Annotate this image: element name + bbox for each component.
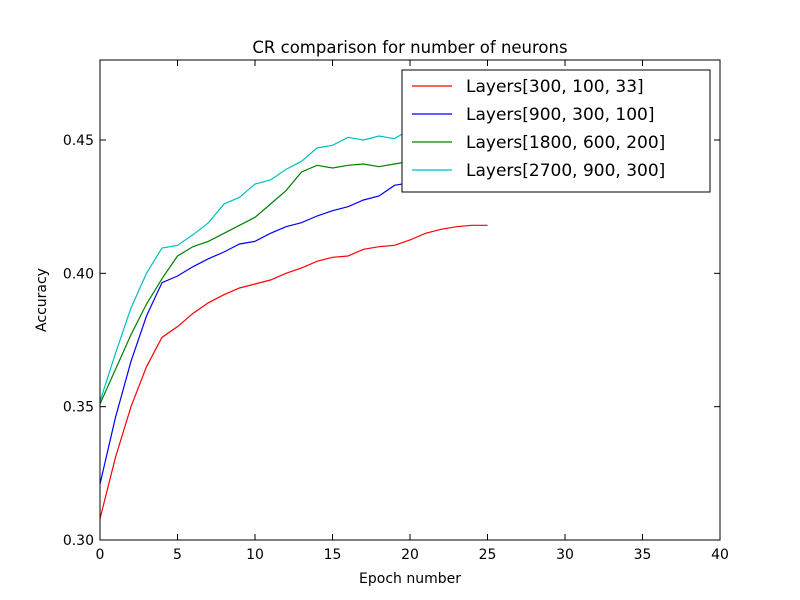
x-tick-label: 0 (96, 547, 105, 563)
series-line-1 (100, 224, 488, 519)
x-tick-label: 5 (173, 547, 182, 563)
legend-entries: Layers[300, 100, 33] Layers[900, 300, 100… (412, 77, 665, 181)
series-line-4 (100, 128, 411, 402)
x-axis-ticks: 0 5 10 15 20 25 30 35 40 (96, 60, 729, 563)
legend: Layers[300, 100, 33] Layers[900, 300, 100… (401, 69, 711, 193)
x-tick-label: 35 (634, 547, 652, 563)
x-tick-label: 20 (401, 547, 419, 563)
legend-label-2: Layers[900, 300, 100] (466, 105, 654, 125)
series-line-3 (100, 160, 411, 405)
chart-title: CR comparison for number of neurons (252, 38, 567, 57)
x-tick-label: 25 (479, 547, 497, 563)
legend-label-4: Layers[2700, 900, 300] (466, 161, 665, 181)
series-line-2 (100, 182, 411, 485)
legend-label-1: Layers[300, 100, 33] (466, 77, 644, 97)
x-tick-label: 10 (246, 547, 264, 563)
series-layer (100, 128, 488, 519)
legend-box (401, 69, 711, 193)
y-tick-label: 0.45 (63, 133, 94, 149)
legend-label-3: Layers[1800, 600, 200] (466, 133, 665, 153)
y-axis-ticks: 0.30 0.35 0.40 0.45 (63, 133, 720, 549)
x-tick-label: 15 (324, 547, 342, 563)
y-tick-label: 0.30 (63, 533, 94, 549)
x-axis-label: Epoch number (359, 571, 461, 587)
y-tick-label: 0.35 (63, 400, 94, 416)
y-tick-label: 0.40 (63, 266, 94, 282)
x-tick-label: 30 (556, 547, 574, 563)
y-axis-label: Accuracy (34, 268, 50, 332)
x-tick-label: 40 (711, 547, 729, 563)
